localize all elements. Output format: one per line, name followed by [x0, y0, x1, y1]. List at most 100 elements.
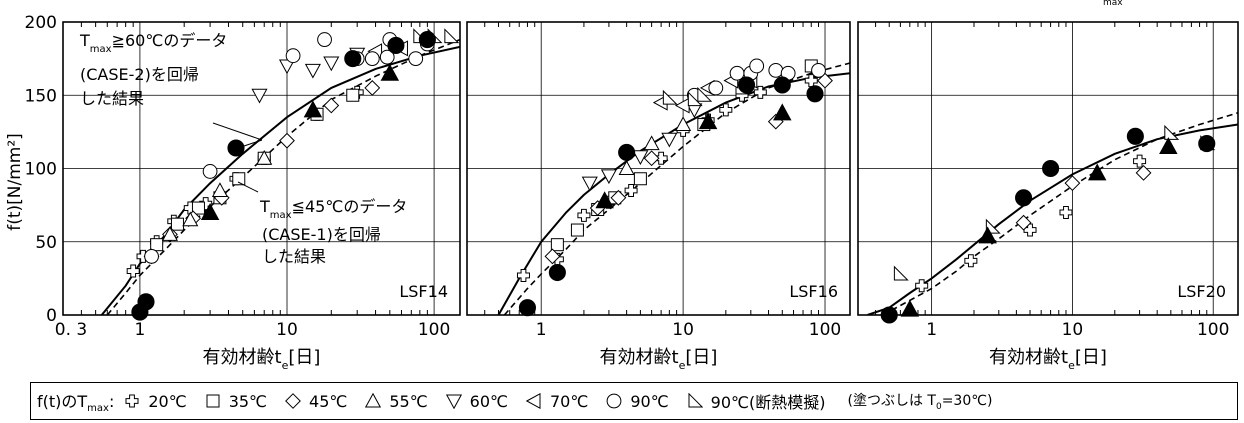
- legend-head: f(t)のTmax:: [37, 388, 114, 414]
- circle-icon: [606, 393, 622, 409]
- x-tick-label: 1: [134, 320, 145, 340]
- legend-item-label: 45℃: [309, 391, 348, 411]
- point-circle: [708, 80, 724, 96]
- case1-line3: した結果: [262, 247, 326, 266]
- legend-item: 35℃: [205, 392, 267, 411]
- point-square: [550, 238, 564, 252]
- point-filled-triangle: [698, 112, 718, 130]
- svg-text:Tmax≧60℃のデータ: Tmax≧60℃のデータ: [79, 31, 227, 55]
- point-filled-circle: [518, 299, 536, 317]
- point-cross: [915, 279, 929, 293]
- point-triangle-corner: [444, 28, 460, 44]
- y-tick-label: 200: [25, 13, 57, 33]
- point-triangle-corner: [662, 89, 678, 105]
- legend: f(t)のTmax: 20℃ 35℃ 45℃ 55℃ 60℃ 70℃ 90℃ 90℃(断熱模擬…: [30, 382, 1238, 420]
- point-triangle-corner: [985, 218, 1001, 234]
- point-diamond: [364, 80, 381, 96]
- y-tick-label: 0: [46, 306, 57, 326]
- case1-t: T: [259, 197, 270, 216]
- legend-item-label: 70℃: [550, 391, 589, 411]
- point-triangle-down: [581, 176, 598, 192]
- legend-item: 90℃(断熱模擬): [687, 389, 826, 413]
- case2-pointer: [212, 122, 263, 141]
- panel-lsf14: 0. 3 1 10 100 0 50 100 150 200 有効材齢te[日] LSF14: [25, 13, 461, 372]
- point-circle: [379, 49, 395, 65]
- point-circle: [317, 32, 332, 47]
- x-tick-label: 1: [536, 320, 547, 340]
- legend-item: 55℃: [365, 392, 428, 411]
- plot-frame: [466, 21, 851, 316]
- point-filled-circle: [1015, 189, 1033, 207]
- point-triangle-down: [304, 63, 321, 79]
- case2-rest: ≧60℃のデータ: [112, 31, 228, 50]
- panel-label: LSF14: [399, 282, 448, 301]
- legend-head-sub: max: [87, 403, 109, 415]
- point-square: [150, 238, 164, 252]
- annotation-case1: Tmax≦45℃のデータ (CASE-1)を回帰 した結果: [259, 197, 407, 266]
- case1-pointer: [237, 181, 259, 193]
- point-triangle-up: [618, 160, 635, 175]
- x-tick-label: 10: [1062, 320, 1084, 340]
- legend-note-suffix: =30℃): [941, 393, 993, 410]
- legend-head-colon: :: [108, 391, 115, 411]
- point-square: [232, 172, 246, 186]
- point-circle: [285, 48, 301, 64]
- y-tick-label: 100: [25, 160, 57, 180]
- legend-marker: [688, 393, 703, 408]
- point-triangle-up: [643, 135, 660, 151]
- legend-item-label: 60℃: [469, 391, 508, 411]
- point-triangle-corner: [687, 91, 703, 107]
- point-square: [170, 217, 184, 231]
- point-filled-circle: [806, 85, 824, 103]
- legend-item-label: 90℃: [630, 391, 669, 411]
- point-diamond: [1064, 175, 1081, 192]
- x-tick-label: 0. 3: [55, 320, 87, 340]
- point-filled-circle: [344, 50, 362, 68]
- point-diamond: [1135, 164, 1152, 181]
- point-circle: [811, 62, 826, 78]
- panel-lsf16: 1 10 100 有効材齢te[日] LSF16: [466, 21, 851, 372]
- point-circle: [768, 62, 784, 78]
- point-diamond: [610, 189, 627, 206]
- y-axis-title: f(t)[N/mm²]: [5, 133, 25, 231]
- point-filled-circle: [137, 293, 155, 311]
- curve-case1: [882, 112, 1238, 315]
- point-filled-triangle: [773, 103, 792, 121]
- legend-marker: [285, 393, 301, 409]
- diamond-icon: [285, 393, 301, 409]
- case1-rest: ≦45℃のデータ: [292, 197, 408, 216]
- plot-frame: [857, 21, 1239, 316]
- point-filled-circle: [418, 31, 436, 49]
- legend-item-label: 90℃(断熱模擬): [710, 393, 826, 412]
- case2-line3: した結果: [80, 89, 144, 108]
- legend-marker: [365, 393, 382, 408]
- point-circle: [408, 51, 424, 67]
- y-tick-label: 150: [25, 86, 57, 106]
- point-square: [191, 201, 205, 215]
- legend-marker: [606, 393, 622, 409]
- y-tick-label: 50: [35, 233, 57, 253]
- point-triangle-up: [256, 150, 273, 165]
- point-cross: [126, 264, 140, 278]
- x-tick-label: 100: [809, 320, 841, 340]
- legend-item-label: 20℃: [148, 391, 187, 411]
- point-square: [633, 172, 647, 186]
- point-filled-circle: [773, 76, 791, 94]
- legend-marker: [125, 394, 139, 408]
- legend-item: 60℃: [445, 391, 508, 411]
- case2-sub: max: [90, 44, 112, 55]
- point-circle: [749, 58, 765, 74]
- case1-line2: (CASE-1)を回帰: [262, 225, 381, 244]
- legend-head-main: f(t)のT: [37, 391, 88, 411]
- point-cross: [577, 208, 591, 222]
- point-circle: [144, 249, 159, 264]
- legend-marker: [445, 394, 462, 409]
- x-axis-title: 有効材齢te[日]: [600, 347, 718, 372]
- legend-item-label: 35℃: [228, 391, 268, 411]
- point-triangle-up: [211, 182, 228, 197]
- point-filled-triangle: [1159, 137, 1178, 155]
- point-triangle-up: [182, 211, 199, 227]
- point-filled-triangle: [595, 191, 614, 209]
- point-filled-triangle: [1087, 163, 1107, 181]
